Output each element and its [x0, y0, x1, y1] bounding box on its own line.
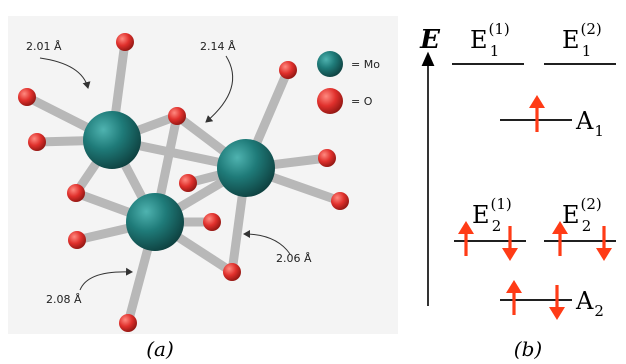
o-atom — [119, 314, 137, 332]
o-atom — [179, 174, 197, 192]
level-label-base: E — [472, 201, 490, 229]
level-label-sub: 1 — [490, 42, 500, 60]
o-atom — [68, 231, 86, 249]
molybdenum-atoms — [83, 111, 275, 251]
spin-arrows — [458, 95, 612, 320]
level-label-sub: 1 — [582, 42, 592, 60]
oxygen-atoms — [18, 33, 349, 332]
o-atom — [168, 107, 186, 125]
level-label-sub: 1 — [594, 122, 604, 140]
level-label-sub: 2 — [492, 217, 502, 235]
level-label-base: A — [575, 107, 594, 135]
level-label-A1: A1 — [575, 107, 604, 140]
o-atom — [279, 61, 297, 79]
panel-b: E E(1) 1 E(2) 1 A1 E(1) 2 E(2) 2 — [419, 20, 616, 361]
spin-up-arrow — [458, 221, 474, 256]
spin-up-arrow — [529, 95, 545, 132]
legend-mo-swatch — [317, 51, 343, 77]
level-label-E2-1: E(1) 2 — [472, 195, 512, 235]
level-label-base: E — [470, 26, 488, 54]
panel-b-caption: (b) — [514, 337, 542, 361]
legend-o-label: = O — [351, 95, 373, 108]
level-label-sup: (1) — [489, 20, 510, 38]
mo-atom — [83, 111, 141, 169]
mo-atom — [126, 193, 184, 251]
level-label-base: E — [562, 201, 580, 229]
level-label-E2-2: E(2) 2 — [562, 195, 602, 235]
level-label-A2: A2 — [575, 287, 604, 320]
bond-label-206: 2.06 Å — [276, 252, 312, 265]
legend: = Mo = O — [317, 51, 380, 114]
energy-levels — [452, 63, 616, 301]
arrow-bond-214 — [205, 55, 234, 123]
o-atom — [18, 88, 36, 106]
panel-a: 2.01 Å 2.14 Å 2.06 Å 2.08 Å = Mo = O (a) — [8, 16, 398, 361]
level-label-E1-1: E(1) 1 — [470, 20, 510, 60]
spin-down-arrow — [502, 226, 518, 261]
bond-annotations — [39, 55, 291, 291]
o-atom — [28, 133, 46, 151]
mo-atom — [217, 139, 275, 197]
legend-o-swatch — [317, 88, 343, 114]
o-atom — [318, 149, 336, 167]
legend-mo-label: = Mo — [351, 58, 380, 71]
panel-a-caption: (a) — [146, 337, 174, 361]
level-label-sub: 2 — [582, 217, 592, 235]
arrow-bond-208 — [79, 267, 133, 291]
o-atom — [67, 184, 85, 202]
o-atom — [203, 213, 221, 231]
bond-label-201: 2.01 Å — [26, 40, 62, 53]
level-label-base: E — [562, 26, 580, 54]
arrow-bond-201 — [39, 57, 91, 89]
bond-label-214: 2.14 Å — [200, 40, 236, 53]
spin-up-arrow — [506, 280, 522, 315]
arrow-bond-206 — [243, 230, 291, 255]
bond-label-208: 2.08 Å — [46, 293, 82, 306]
level-label-sub: 2 — [594, 302, 604, 320]
level-label-base: A — [575, 287, 594, 315]
spin-up-arrow — [552, 221, 568, 256]
spin-down-arrow — [596, 226, 612, 261]
energy-axis-label: E — [419, 25, 441, 55]
level-label-sup: (2) — [581, 20, 602, 38]
spin-down-arrow — [549, 285, 565, 320]
o-atom — [223, 263, 241, 281]
level-label-sup: (1) — [491, 195, 512, 213]
o-atom — [331, 192, 349, 210]
o-atom — [116, 33, 134, 51]
level-label-E1-2: E(2) 1 — [562, 20, 602, 60]
level-label-sup: (2) — [581, 195, 602, 213]
